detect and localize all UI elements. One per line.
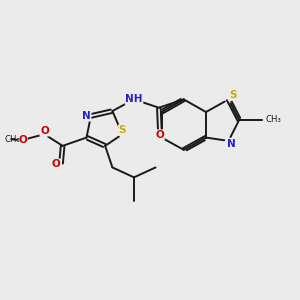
Text: S: S: [229, 90, 236, 100]
Text: O: O: [19, 135, 27, 145]
Text: O: O: [155, 130, 164, 140]
Text: N: N: [82, 111, 91, 121]
Text: O: O: [52, 159, 61, 169]
Text: O: O: [40, 126, 49, 136]
Text: S: S: [118, 125, 126, 135]
Text: NH: NH: [125, 94, 143, 104]
Text: CH₃: CH₃: [266, 116, 281, 124]
Text: N: N: [227, 139, 236, 149]
Text: CH₃: CH₃: [4, 135, 20, 144]
